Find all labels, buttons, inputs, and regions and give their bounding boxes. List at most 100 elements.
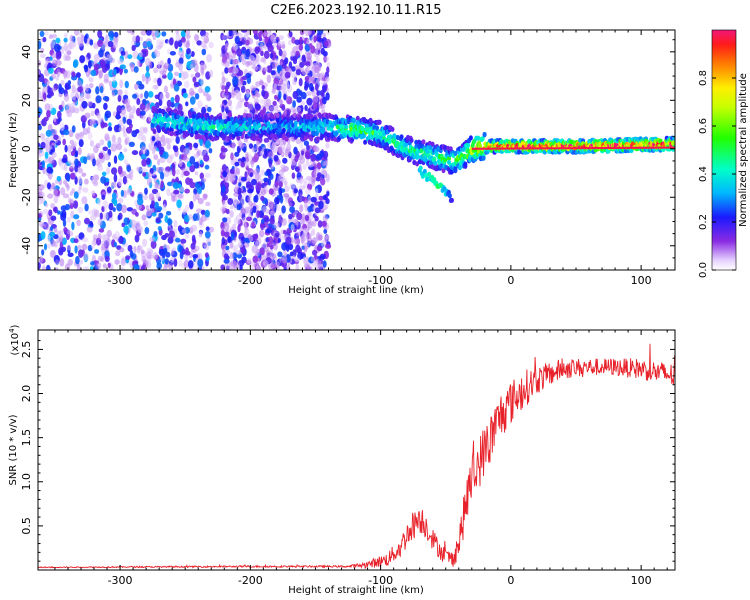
spectrogram-noise-cell: [236, 219, 241, 225]
spectrogram-noise-cell: [242, 146, 247, 153]
spectrogram-noise-cell: [139, 126, 146, 135]
spectrogram-noise-cell: [233, 202, 237, 212]
spectrogram-noise-cell: [291, 72, 298, 79]
spectrogram-noise-cell: [39, 255, 44, 264]
spectrogram-noise-cell: [304, 104, 308, 112]
spectrogram-noise-cell: [38, 73, 45, 83]
spectrogram-noise-cell: [237, 243, 244, 248]
spectrogram-noise-cell: [256, 265, 260, 270]
spectrogram-noise-cell: [200, 35, 207, 40]
spectrogram-noise-cell: [236, 48, 243, 57]
spectrogram-noise-cell: [111, 182, 117, 189]
spectrogram-noise-cell: [38, 59, 42, 67]
spectrogram-noise-cell: [161, 31, 167, 37]
spectrogram-noise-cell: [255, 249, 260, 257]
spectrogram-noise-cell: [141, 168, 148, 173]
spectrogram-noise-cell: [119, 64, 126, 70]
spectrogram-noise-cell: [245, 153, 249, 163]
spectrogram-noise-cell: [205, 226, 210, 231]
spectrogram-ridge-cell: [257, 123, 262, 129]
spectrogram-ridge-cell: [172, 119, 177, 125]
spectrogram-noise-cell: [241, 256, 247, 264]
spectrogram-noise-cell: [115, 250, 121, 257]
spectrogram-noise-cell: [222, 200, 227, 209]
spectrogram-noise-cell: [153, 154, 159, 160]
spectrogram-noise-cell: [262, 205, 267, 213]
spectrogram-noise-cell: [203, 244, 210, 251]
spectrogram-noise-cell: [66, 110, 73, 118]
spectrogram-noise-cell: [274, 185, 280, 192]
y-tick-label: 0.5: [20, 517, 33, 535]
spectrogram-noise-cell: [151, 200, 155, 207]
spectrogram-noise-cell: [51, 87, 57, 92]
spectrogram-noise-cell: [281, 242, 288, 251]
spectrogram-branch-cell: [450, 197, 454, 203]
x-tick-label: -300: [108, 274, 133, 287]
spectrogram-noise-cell: [74, 30, 80, 36]
spectrogram-noise-cell: [153, 77, 157, 84]
spectrogram-noise-cell: [139, 110, 146, 116]
spectrogram-noise-cell: [120, 50, 126, 56]
y-tick-label: 2.0: [20, 385, 33, 403]
spectrogram-noise-cell: [304, 214, 310, 222]
spectrogram-noise-cell: [229, 168, 235, 174]
spectrogram-noise-cell: [221, 185, 226, 193]
spectrogram-noise-cell: [189, 91, 196, 96]
spectrogram-noise-cell: [160, 134, 166, 143]
spectrogram-noise-cell: [41, 160, 46, 169]
spectrogram-noise-cell: [154, 30, 160, 37]
spectrogram-noise-cell: [313, 145, 319, 152]
spectrogram-noise-cell: [263, 50, 270, 59]
spectrogram-noise-cell: [224, 245, 230, 251]
spectrogram-noise-cell: [155, 192, 161, 200]
spectrogram-noise-cell: [73, 238, 79, 243]
spectrogram-ridge-cell: [457, 165, 462, 171]
spectrogram-noise-cell: [313, 168, 318, 177]
spectrogram-noise-cell: [286, 84, 293, 93]
spectrogram-noise-cell: [52, 59, 58, 67]
spectrogram-noise-cell: [245, 72, 252, 78]
spectrogram-noise-cell: [246, 216, 252, 222]
spectrogram-noise-cell: [224, 60, 230, 68]
spectrogram-noise-cell: [139, 93, 144, 99]
spectrogram-ridge-cell: [390, 126, 395, 132]
spectrogram-noise-cell: [118, 126, 123, 132]
spectrogram-noise-cell: [206, 53, 213, 63]
spectrogram-noise-cell: [137, 225, 144, 234]
spectrogram-noise-cell: [106, 237, 111, 247]
spectrogram-noise-cell: [281, 205, 286, 214]
spectrogram-noise-cell: [123, 147, 128, 153]
spectrogram-noise-cell: [59, 258, 65, 267]
spectrogram-noise-cell: [53, 195, 59, 204]
spectrogram-noise-cell: [92, 158, 96, 167]
spectrogram-ridge-cell: [236, 135, 241, 141]
spectrogram-ridge-cell: [201, 129, 206, 135]
spectrogram-noise-cell: [87, 100, 93, 107]
spectrogram-noise-cell: [173, 145, 179, 153]
spectrogram-noise-cell: [295, 106, 302, 112]
spectrogram-noise-cell: [87, 209, 95, 215]
spectrogram-noise-cell: [156, 38, 161, 48]
spectrogram-noise-cell: [58, 104, 63, 111]
spectrogram-noise-cell: [138, 83, 145, 90]
x-tick-label: 0: [507, 574, 514, 587]
spectrogram-noise-cell: [292, 56, 298, 62]
spectrogram-noise-cell: [167, 71, 173, 81]
spectrogram-noise-cell: [296, 231, 301, 237]
spectrogram-noise-cell: [248, 143, 254, 149]
spectrogram-noise-cell: [310, 153, 316, 162]
spectrogram-noise-cell: [140, 249, 145, 255]
spectrogram-noise-cell: [185, 34, 191, 39]
spectrogram-noise-cell: [136, 98, 141, 105]
spectrogram-noise-cell: [221, 34, 228, 41]
spectrogram-noise-cell: [45, 140, 50, 150]
spectrogram-noise-cell: [114, 231, 120, 240]
spectrogram-noise-cell: [85, 92, 90, 100]
spectrogram-noise-cell: [42, 86, 49, 93]
spectrogram-noise-cell: [95, 86, 100, 95]
spectrogram-noise-cell: [97, 30, 103, 39]
spectrogram-noise-cell: [73, 191, 79, 199]
spectrogram-noise-cell: [223, 99, 228, 106]
spectrogram-noise-cell: [102, 96, 109, 101]
